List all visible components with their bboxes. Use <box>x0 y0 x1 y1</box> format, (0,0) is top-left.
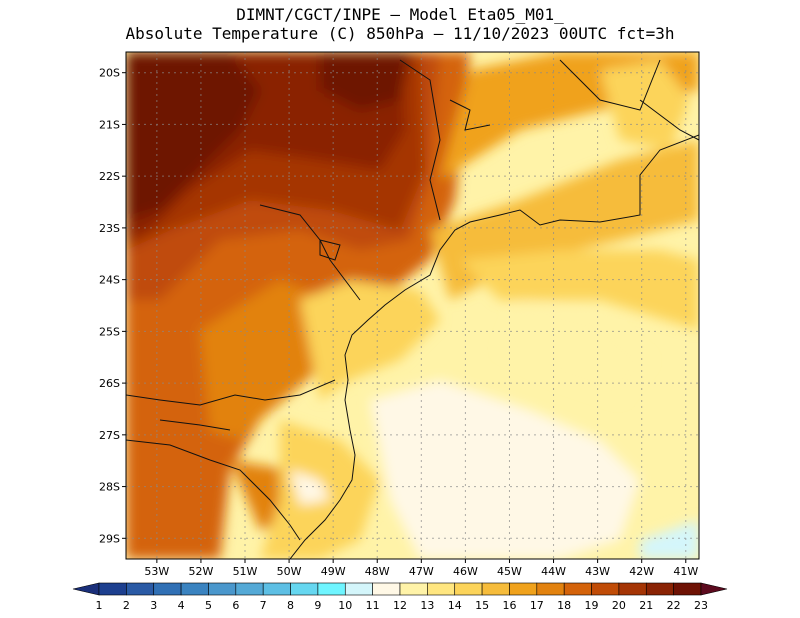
colorbar-swatch <box>645 582 674 596</box>
coastline-and-borders <box>126 59 699 559</box>
colorbar-low-arrow <box>72 582 100 596</box>
lon-tick-label: 45W <box>497 565 522 578</box>
colorbar-swatch <box>591 582 620 596</box>
lon-tick-label: 47W <box>409 565 434 578</box>
latitude-axis: 20S 21S 22S 23S 24S 25S 26S 27S 28S 29S <box>99 67 126 545</box>
colorbar-label: 12 <box>393 599 407 612</box>
lon-tick-label: 46W <box>453 565 478 578</box>
colorbar-swatch <box>563 582 592 596</box>
colorbar-label: 5 <box>205 599 212 612</box>
colorbar-swatch <box>126 582 155 596</box>
lon-tick-label: 41W <box>673 565 698 578</box>
lat-tick-label: 28S <box>99 481 120 494</box>
colorbar-swatch <box>454 582 483 596</box>
colorbar-swatch <box>536 582 565 596</box>
lon-tick-label: 43W <box>585 565 610 578</box>
colorbar-swatch <box>98 582 127 596</box>
colorbar-label: 19 <box>585 599 599 612</box>
colorbar-swatch <box>481 582 510 596</box>
lat-tick-label: 22S <box>99 170 120 183</box>
lat-tick-label: 27S <box>99 429 120 442</box>
colorbar-swatch <box>262 582 291 596</box>
colorbar-label: 18 <box>557 599 571 612</box>
gridlines <box>126 52 699 559</box>
chart-title-line1: DIMNT/CGCT/INPE – Model Eta05_M01_ <box>236 5 564 24</box>
lat-tick-label: 24S <box>99 274 120 287</box>
colorbar-label: 16 <box>502 599 516 612</box>
colorbar-swatch <box>673 582 702 596</box>
colorbar-label: 10 <box>338 599 352 612</box>
lat-tick-label: 25S <box>99 325 120 338</box>
colorbar-swatch <box>235 582 264 596</box>
colorbar-label: 8 <box>287 599 294 612</box>
colorbar-label: 7 <box>260 599 267 612</box>
colorbar-swatch <box>372 582 401 596</box>
lat-tick-label: 29S <box>99 532 120 545</box>
colorbar-swatch <box>153 582 182 596</box>
colorbar-label: 3 <box>150 599 157 612</box>
colorbar-swatch <box>399 582 428 596</box>
lon-tick-label: 48W <box>365 565 390 578</box>
lat-tick-label: 21S <box>99 118 120 131</box>
colorbar-swatch <box>427 582 456 596</box>
colorbar-swatch <box>180 582 209 596</box>
colorbar-label: 20 <box>612 599 626 612</box>
colorbar-swatch <box>509 582 538 596</box>
colorbar-label: 17 <box>530 599 544 612</box>
colorbar-swatch <box>208 582 237 596</box>
colorbar-label: 11 <box>366 599 380 612</box>
colorbar-label: 2 <box>123 599 130 612</box>
lon-tick-label: 53W <box>144 565 169 578</box>
chart-title-line2: Absolute Temperature (C) 850hPa – 11/10/… <box>125 24 675 43</box>
colorbar-label: 13 <box>420 599 434 612</box>
lon-tick-label: 49W <box>321 565 346 578</box>
lon-tick-label: 44W <box>541 565 566 578</box>
lat-tick-label: 20S <box>99 67 120 80</box>
colorbar-label: 6 <box>232 599 239 612</box>
colorbar-swatch <box>290 582 319 596</box>
colorbar-label: 4 <box>178 599 185 612</box>
lon-tick-label: 51W <box>233 565 258 578</box>
plot-frame <box>125 51 700 560</box>
lon-tick-label: 42W <box>629 565 654 578</box>
colorbar-label: 15 <box>475 599 489 612</box>
colorbar-label: 14 <box>448 599 462 612</box>
longitude-axis: 53W 52W 51W 50W 49W 48W 47W 46W 45W 44W 43W 42W 41W <box>144 559 698 578</box>
colorbar-label: 22 <box>667 599 681 612</box>
lon-tick-label: 50W <box>277 565 302 578</box>
lat-tick-label: 26S <box>99 377 120 390</box>
colorbar: 1 2 3 4 5 6 7 8 9 10 11 12 13 14 15 16 17 18 19 20 21 22 23 <box>72 582 728 612</box>
temperature-field <box>126 52 699 559</box>
lat-tick-label: 23S <box>99 222 120 235</box>
colorbar-swatch <box>317 582 346 596</box>
colorbar-swatch <box>618 582 647 596</box>
colorbar-swatch <box>344 582 373 596</box>
colorbar-high-arrow <box>700 582 728 596</box>
lon-tick-label: 52W <box>188 565 213 578</box>
colorbar-label: 23 <box>694 599 708 612</box>
colorbar-label: 9 <box>314 599 321 612</box>
colorbar-label: 21 <box>639 599 653 612</box>
colorbar-label: 1 <box>96 599 103 612</box>
